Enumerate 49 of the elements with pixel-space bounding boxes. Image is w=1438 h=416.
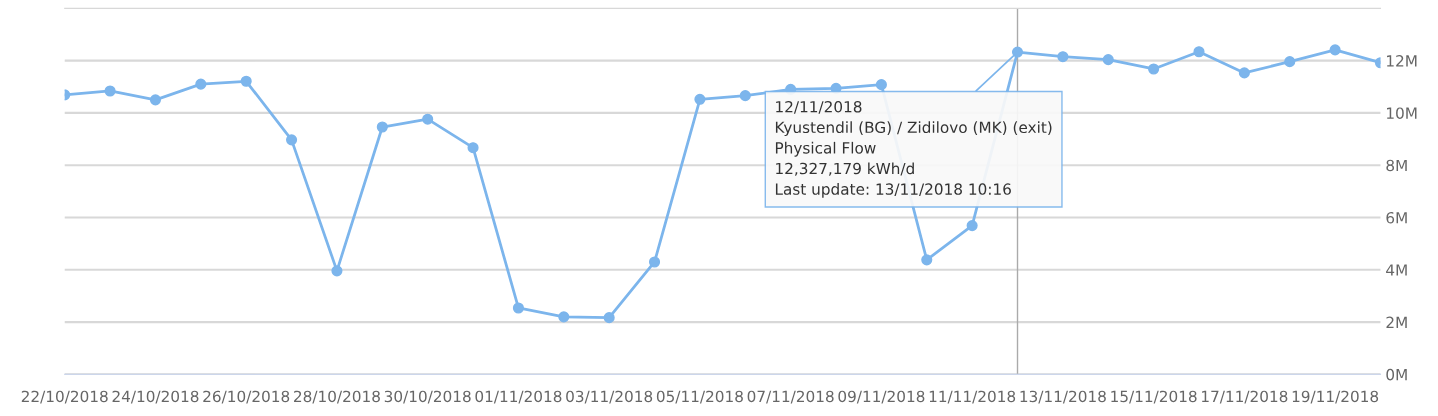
point bbox=[149, 94, 162, 106]
point bbox=[966, 220, 978, 232]
x-tick-label: 19/11/2018 bbox=[1292, 390, 1379, 404]
y-tick-label: 2M bbox=[1386, 316, 1407, 328]
point bbox=[558, 311, 570, 323]
y-tick-label: 12M bbox=[1387, 55, 1417, 67]
point bbox=[648, 256, 661, 268]
y-tick-label: 4M bbox=[1386, 264, 1407, 276]
point bbox=[694, 93, 706, 105]
point bbox=[875, 79, 887, 91]
y-tick-label: 8M bbox=[1386, 159, 1407, 172]
point bbox=[422, 113, 434, 125]
x-tick-label: 30/10/2018 bbox=[384, 390, 471, 404]
point bbox=[1057, 51, 1069, 63]
annotation: 12/11/2018 Kyustendil (BG) / Zidilovo (MK) (exit) Physical Flow 12,327,179 kWh/d Last update: 13/11/2018 10:16 bbox=[775, 100, 1052, 198]
point bbox=[1284, 56, 1296, 68]
x-tick-label: 13/11/2018 bbox=[1020, 390, 1106, 404]
x-tick-label: 28/10/2018 bbox=[294, 390, 380, 404]
x-tick-label: 22/10/2018 bbox=[21, 390, 108, 404]
x-tick-label: 03/11/2018 bbox=[566, 390, 653, 404]
point bbox=[1148, 63, 1160, 75]
x-tick-label: 24/10/2018 bbox=[112, 390, 199, 404]
point bbox=[512, 302, 524, 314]
x-tick-label: 01/11/2018 bbox=[475, 390, 562, 404]
point bbox=[240, 75, 252, 87]
point bbox=[104, 85, 116, 97]
point bbox=[286, 134, 298, 146]
point bbox=[376, 121, 388, 133]
x-tick-label: 09/11/2018 bbox=[838, 390, 925, 404]
y-tick-label: 10M bbox=[1387, 107, 1417, 119]
x-tick-label: 15/11/2018 bbox=[1111, 390, 1197, 404]
x-tick-label: 05/11/2018 bbox=[656, 390, 743, 404]
point bbox=[921, 254, 933, 266]
y-tick-label: 6M bbox=[1386, 211, 1407, 224]
point bbox=[1193, 46, 1205, 58]
point bbox=[1329, 44, 1341, 56]
point bbox=[1011, 46, 1024, 58]
x-tick-label: 11/11/2018 bbox=[929, 390, 1016, 404]
point bbox=[739, 90, 751, 102]
point bbox=[331, 265, 343, 277]
x-tick-label: 26/10/2018 bbox=[203, 390, 290, 404]
point bbox=[603, 312, 615, 324]
y-tick-label: 0M bbox=[1386, 368, 1407, 381]
point bbox=[1102, 54, 1114, 66]
x-tick-label: 17/11/2018 bbox=[1202, 390, 1288, 404]
point bbox=[195, 78, 207, 90]
x-tick-label: 07/11/2018 bbox=[747, 390, 834, 404]
point bbox=[1238, 67, 1250, 79]
point bbox=[467, 142, 479, 154]
